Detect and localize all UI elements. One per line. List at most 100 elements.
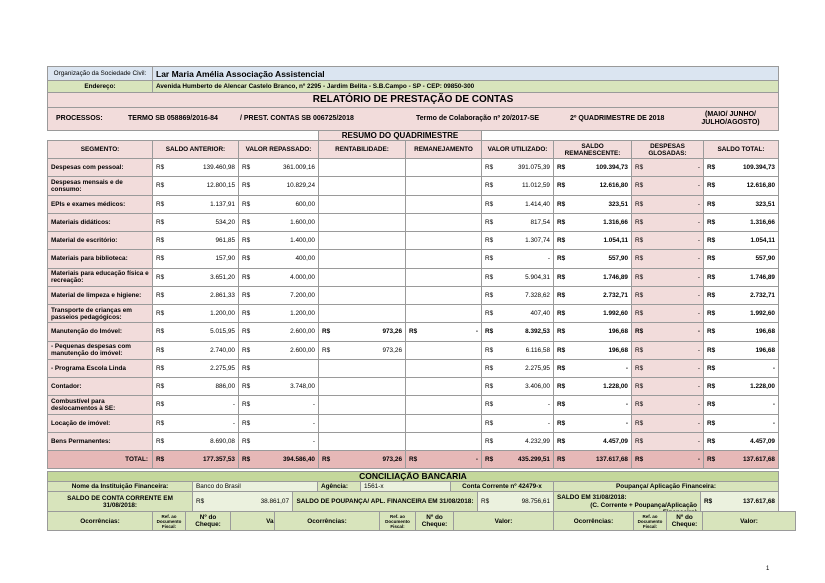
currency: R$ (635, 200, 644, 208)
column-header: SALDO TOTAL: (717, 146, 765, 153)
currency: R$ (409, 456, 418, 463)
value-cell: R$ 400,00 (238, 249, 319, 269)
value-cell: R$ 7.328,62 (481, 285, 554, 305)
value: - (312, 437, 315, 445)
value-cell: R$ 137.617,68 (703, 450, 779, 469)
org-name: Lar Maria Amélia Associação Assistencial (156, 68, 325, 79)
value-cell: R$ 1.054,11 (553, 231, 632, 251)
value: 1.992,60 (603, 310, 628, 318)
value: 3.748,00 (290, 383, 315, 391)
segment-label: Material de escritório: (51, 237, 118, 245)
occurrence-header: Valor: (494, 517, 513, 525)
currency: R$ (242, 182, 251, 190)
report-title: RELATÓRIO DE PRESTAÇÃO DE CONTAS (312, 94, 514, 105)
segment-label: Manutenção do Imóvel: (51, 328, 123, 336)
total-balance-cell: R$ 137.617,68 (700, 491, 779, 512)
value: 1.746,89 (750, 273, 775, 281)
summary-title: RESUMO DO QUADRIMESTRE (341, 131, 459, 140)
currency: R$ (635, 419, 644, 427)
value-cell: R$ 1.137,91 (152, 194, 239, 214)
value-cell: R$ 323,51 (703, 194, 779, 214)
value: 8.392,53 (525, 328, 550, 336)
value-cell: R$ 1.316,66 (703, 212, 779, 232)
currency: R$ (242, 237, 251, 245)
currency: R$ (557, 310, 566, 318)
checking-label: SALDO DE CONTA CORRENTE EM 31/08/2018: (67, 494, 173, 509)
value-cell: R$ 2.275,95 (152, 358, 239, 378)
value-cell (318, 395, 406, 415)
currency: R$ (635, 364, 644, 372)
title-cell: RELATÓRIO DE PRESTAÇÃO DE CONTAS (47, 92, 779, 108)
value: 973,26 (382, 328, 402, 336)
column-header-cell: SALDO ANTERIOR: (152, 140, 239, 159)
bank: Banco do Brasil (196, 483, 241, 490)
value: 4.232,99 (525, 437, 550, 445)
account: Conta Corrente nº 42479-x (462, 483, 542, 490)
value-cell: R$ 4.457,09 (553, 431, 632, 451)
value: 12.616,80 (746, 182, 775, 190)
value: 2.732,71 (603, 291, 628, 299)
currency: R$ (557, 401, 566, 409)
currency: R$ (635, 401, 644, 409)
value: 1.200,00 (290, 310, 315, 318)
value-cell: R$ 973,26 (318, 322, 406, 342)
agency: 1561-x (364, 483, 384, 490)
value-cell: R$ 394.586,40 (238, 450, 319, 469)
value: 5.015,95 (210, 328, 235, 336)
value-cell (405, 304, 482, 324)
value-cell: R$ - (631, 176, 704, 196)
value-cell: R$ 1.228,00 (703, 377, 779, 397)
currency: R$ (485, 218, 494, 226)
value-cell (405, 231, 482, 251)
value-cell: R$ - (703, 358, 779, 378)
value-cell (405, 395, 482, 415)
value-cell: R$ 1.228,00 (553, 377, 632, 397)
value-cell: R$ - (631, 450, 704, 469)
value-cell (405, 377, 482, 397)
value: - (547, 401, 550, 409)
column-header: VALOR REPASSADO: (245, 146, 312, 153)
currency: R$ (485, 200, 494, 208)
value: 157,90 (215, 255, 235, 263)
value-cell: R$ - (238, 395, 319, 415)
column-header: SALDO ANTERIOR: (165, 146, 226, 153)
value: 5.904,31 (525, 273, 550, 281)
value: - (697, 237, 700, 245)
value-cell: R$ 109.394,73 (703, 158, 779, 178)
currency: R$ (156, 218, 165, 226)
value-cell: R$ (238, 358, 319, 378)
value-cell: R$ - (631, 194, 704, 214)
segment-cell: EPIs e exames médicos: (47, 194, 153, 214)
currency: R$ (635, 310, 644, 318)
currency: R$ (707, 383, 716, 391)
currency: R$ (557, 164, 566, 172)
value: 11.012,59 (522, 182, 550, 190)
value: 323,51 (755, 200, 775, 208)
value-cell (318, 231, 406, 251)
checking-cell: R$ 38.861,07 (192, 491, 293, 512)
value-cell: R$ 196,68 (703, 340, 779, 360)
value: 1.600,00 (290, 218, 315, 226)
currency: R$ (481, 498, 490, 505)
currency: R$ (156, 273, 165, 281)
value-cell: R$ 435.299,51 (481, 450, 554, 469)
value-cell (405, 158, 482, 178)
value: - (697, 419, 700, 427)
value: - (697, 218, 700, 226)
occurrence-header: Nº do Cheque: (671, 514, 698, 528)
value: 10.829,24 (286, 182, 315, 190)
savings-balance-label: SALDO DE POUPANÇA/ APL. FINANCEIRA EM 31… (296, 498, 474, 505)
currency: R$ (557, 456, 566, 463)
segment-cell: Material de escritório: (47, 231, 153, 251)
occurrence-header-cell: Valor: (702, 511, 796, 531)
segment-cell: Despesas mensais e de consumo: (47, 176, 153, 196)
currency: R$ (242, 437, 251, 445)
page-number: 1 (766, 566, 770, 572)
currency: R$ (635, 237, 644, 245)
value: 1.316,66 (750, 218, 775, 226)
value-cell (405, 413, 482, 433)
column-header-cell: SALDO TOTAL: (703, 140, 779, 159)
value: - (312, 401, 315, 409)
prestacao: / PREST. CONTAS SB 006725/2018 (240, 115, 354, 122)
column-header: SALDO REMANESCENTE: (564, 142, 621, 157)
